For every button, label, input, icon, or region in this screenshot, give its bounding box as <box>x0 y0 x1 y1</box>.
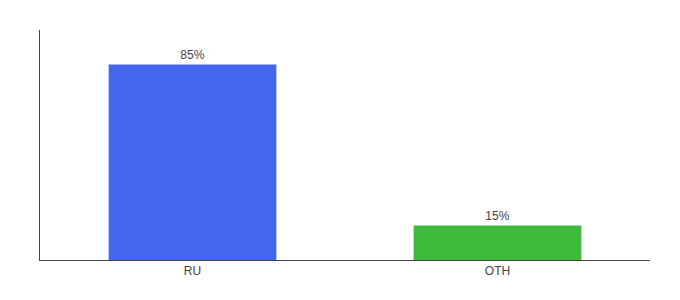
svg-text:OTH: OTH <box>485 264 510 278</box>
svg-text:RU: RU <box>184 264 201 278</box>
svg-text:15%: 15% <box>485 209 509 223</box>
svg-text:85%: 85% <box>180 48 204 62</box>
